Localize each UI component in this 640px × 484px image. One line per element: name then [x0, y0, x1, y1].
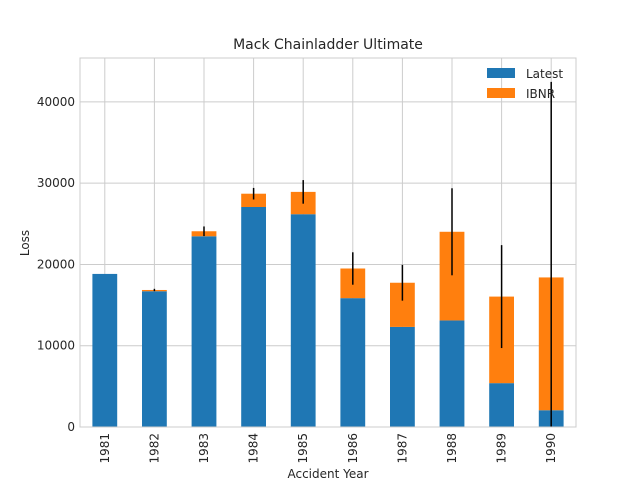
y-axis-label: Loss — [18, 230, 32, 256]
legend-swatch — [487, 88, 515, 98]
x-tick-label: 1989 — [495, 433, 509, 464]
axes: 0 10000 20000 30000 40000 1981 1982 1983 1984 198… — [37, 57, 577, 464]
bar-latest — [489, 383, 514, 427]
x-tick-label: 1984 — [247, 433, 261, 464]
y-tick-label: 20000 — [37, 257, 75, 271]
legend-swatch — [487, 68, 515, 78]
x-tick-label: 1983 — [197, 433, 211, 464]
y-tick-label: 30000 — [37, 176, 75, 190]
x-tick-label: 1988 — [445, 433, 459, 464]
x-tick-label: 1981 — [98, 433, 112, 464]
x-tick-label: 1986 — [346, 433, 360, 464]
bar-latest — [290, 214, 316, 427]
y-tick-label: 10000 — [37, 339, 75, 353]
x-tick-label: 1985 — [296, 433, 310, 464]
legend-label: Latest — [526, 67, 563, 81]
x-tick-label: 1987 — [395, 433, 409, 464]
bar-ibnr — [241, 193, 266, 208]
bar-latest — [92, 273, 118, 427]
bars — [92, 191, 564, 427]
error-bars — [153, 81, 552, 427]
y-tick-label: 0 — [67, 420, 75, 434]
y-tick-label: 40000 — [37, 95, 75, 109]
plot-frame — [79, 57, 577, 428]
legend: Latest IBNR — [487, 67, 563, 101]
bar-latest — [191, 236, 217, 427]
x-tick-label: 1990 — [544, 433, 558, 464]
bar-latest — [142, 291, 167, 427]
bar-latest — [241, 207, 266, 427]
bar-latest — [390, 326, 415, 427]
x-tick-label: 1982 — [147, 433, 161, 464]
bar-latest — [439, 320, 465, 427]
chart-title: Mack Chainladder Ultimate — [233, 37, 423, 53]
bar-latest — [340, 298, 366, 427]
legend-label: IBNR — [526, 87, 555, 101]
x-axis-label: Accident Year — [287, 467, 368, 480]
